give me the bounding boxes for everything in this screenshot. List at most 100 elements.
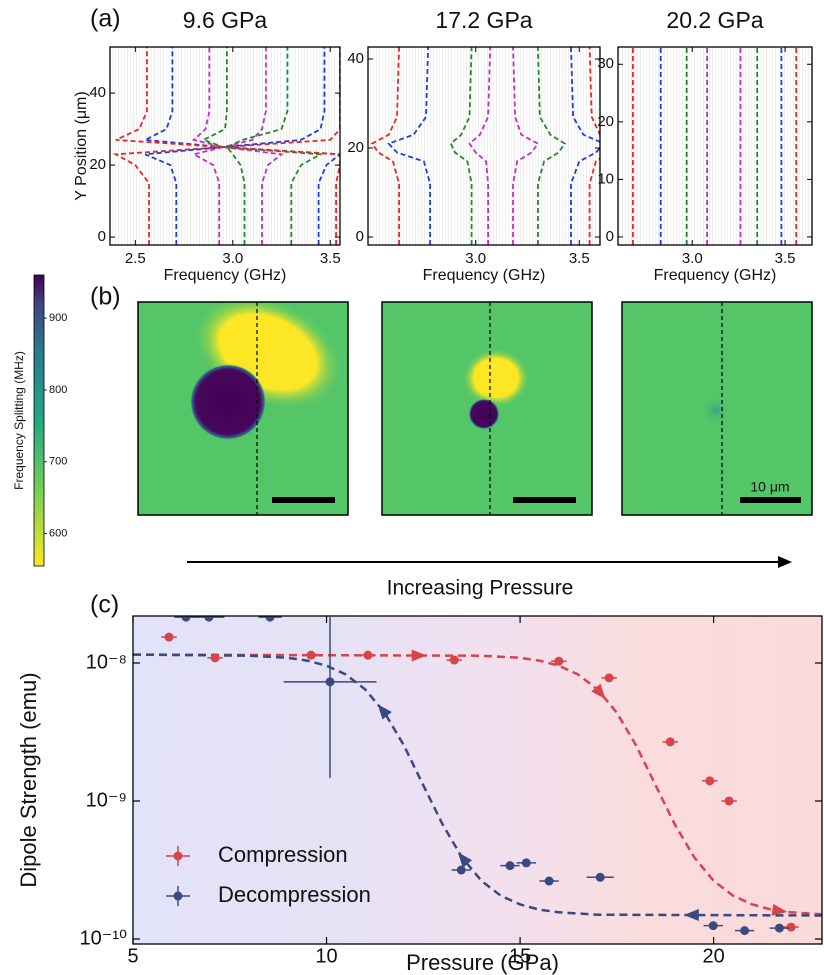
data-point	[774, 923, 784, 933]
data-point	[521, 858, 531, 868]
data-point	[325, 677, 335, 687]
data-point	[265, 616, 275, 622]
plot-area	[632, 47, 798, 245]
data-point	[505, 861, 515, 871]
direction-arrow	[457, 852, 473, 868]
field-map	[381, 301, 593, 516]
data-point	[306, 650, 316, 660]
legend-marker	[173, 851, 183, 861]
resonance-line	[370, 47, 400, 245]
panel-label: (c)	[90, 591, 119, 619]
x-axis-label: Frequency (GHz)	[654, 267, 777, 284]
data-point	[544, 876, 554, 886]
resonance-line	[537, 47, 567, 245]
data-point	[204, 616, 214, 622]
field-map	[621, 301, 813, 516]
x-axis-label: Frequency (GHz)	[423, 267, 546, 284]
fit-line	[133, 653, 822, 916]
y-tick-label: 40	[347, 50, 364, 67]
data-point	[181, 616, 191, 622]
data-point	[786, 922, 796, 932]
plot-frame	[617, 46, 813, 246]
y-tick-label: 10⁻⁹	[86, 789, 127, 811]
plot-area	[112, 47, 340, 245]
resonance-line	[387, 47, 431, 245]
resonance-line	[570, 47, 600, 245]
resonance-line	[468, 47, 492, 245]
plot-frame	[367, 46, 601, 246]
y-tick-label: 20	[347, 139, 364, 156]
direction-arrow	[683, 909, 699, 922]
colorbar-label: Frequency Splitting (MHz)	[12, 351, 26, 490]
colorbar-tick-label: 700	[49, 456, 67, 468]
x-axis-label: Pressure (GPa)	[406, 950, 559, 975]
data-point	[705, 776, 715, 786]
direction-arrow	[377, 704, 392, 720]
y-axis-label: Y Position (μm)	[73, 91, 90, 200]
plot-background	[368, 47, 600, 245]
legend-label: Compression	[218, 842, 348, 867]
x-tick-label: 3.5	[775, 250, 796, 267]
x-tick-label: 3.5	[320, 250, 341, 267]
data-point	[363, 650, 373, 660]
colorbar	[33, 274, 45, 567]
resonance-line	[191, 47, 284, 245]
y-tick-label: 10⁻¹⁰	[80, 927, 127, 949]
y-tick-label: 20	[89, 156, 106, 173]
panel-title: 17.2 GPa	[435, 7, 532, 33]
x-tick-label: 3.0	[682, 250, 703, 267]
resonance-line	[512, 47, 540, 245]
data-point	[604, 673, 614, 683]
data-point	[724, 796, 734, 806]
legend-marker	[173, 891, 183, 901]
plot-area	[370, 47, 600, 245]
x-tick-label: 10	[315, 945, 337, 967]
colorbar-tick-label: 900	[49, 312, 67, 324]
data-point	[449, 655, 459, 665]
fit-line	[133, 653, 822, 917]
panel-label: (b)	[90, 283, 121, 311]
panel-title: 9.6 GPa	[183, 7, 268, 33]
x-tick-label: 3.0	[465, 250, 486, 267]
x-tick-label: 15	[509, 945, 531, 967]
plot-frame	[132, 615, 823, 945]
y-tick-label: 30	[597, 55, 614, 72]
x-tick-label: 3.0	[222, 250, 243, 267]
plot-area	[133, 616, 822, 936]
plot-background	[618, 47, 812, 245]
panel-title: 20.2 GPa	[666, 7, 763, 33]
direction-arrow	[411, 649, 427, 662]
field-map	[137, 301, 349, 516]
y-tick-label: 0	[356, 228, 364, 245]
colorbar-tick-label: 800	[49, 384, 67, 396]
resonance-line	[225, 47, 289, 245]
plot-frame	[109, 46, 341, 246]
data-point	[164, 632, 174, 642]
y-tick-label: 40	[89, 84, 106, 101]
direction-arrow	[771, 903, 788, 916]
x-axis-label: Frequency (GHz)	[164, 267, 287, 284]
arrow-label: Increasing Pressure	[387, 577, 574, 600]
scale-bar-label: 10 μm	[750, 479, 789, 495]
resonance-line	[115, 47, 340, 245]
y-tick-label: 10	[597, 170, 614, 187]
legend-label: Decompression	[218, 882, 371, 907]
x-tick-label: 2.5	[125, 250, 146, 267]
y-tick-label: 0	[98, 228, 106, 245]
data-point	[554, 656, 564, 666]
x-tick-label: 20	[702, 945, 724, 967]
data-point	[595, 872, 605, 882]
plot-background	[110, 47, 340, 245]
data-point	[665, 737, 675, 747]
y-axis-label: Dipole Strength (emu)	[16, 672, 41, 887]
x-tick-label: 5	[127, 945, 138, 967]
panel-label: (a)	[90, 5, 121, 33]
y-tick-label: 20	[597, 113, 614, 130]
resonance-line	[588, 47, 600, 245]
x-tick-label: 3.5	[569, 250, 590, 267]
data-point	[210, 653, 220, 663]
data-point	[708, 921, 718, 931]
resonance-line	[191, 47, 267, 245]
resonance-line	[449, 47, 473, 245]
y-tick-label: 10⁻⁸	[86, 651, 127, 673]
